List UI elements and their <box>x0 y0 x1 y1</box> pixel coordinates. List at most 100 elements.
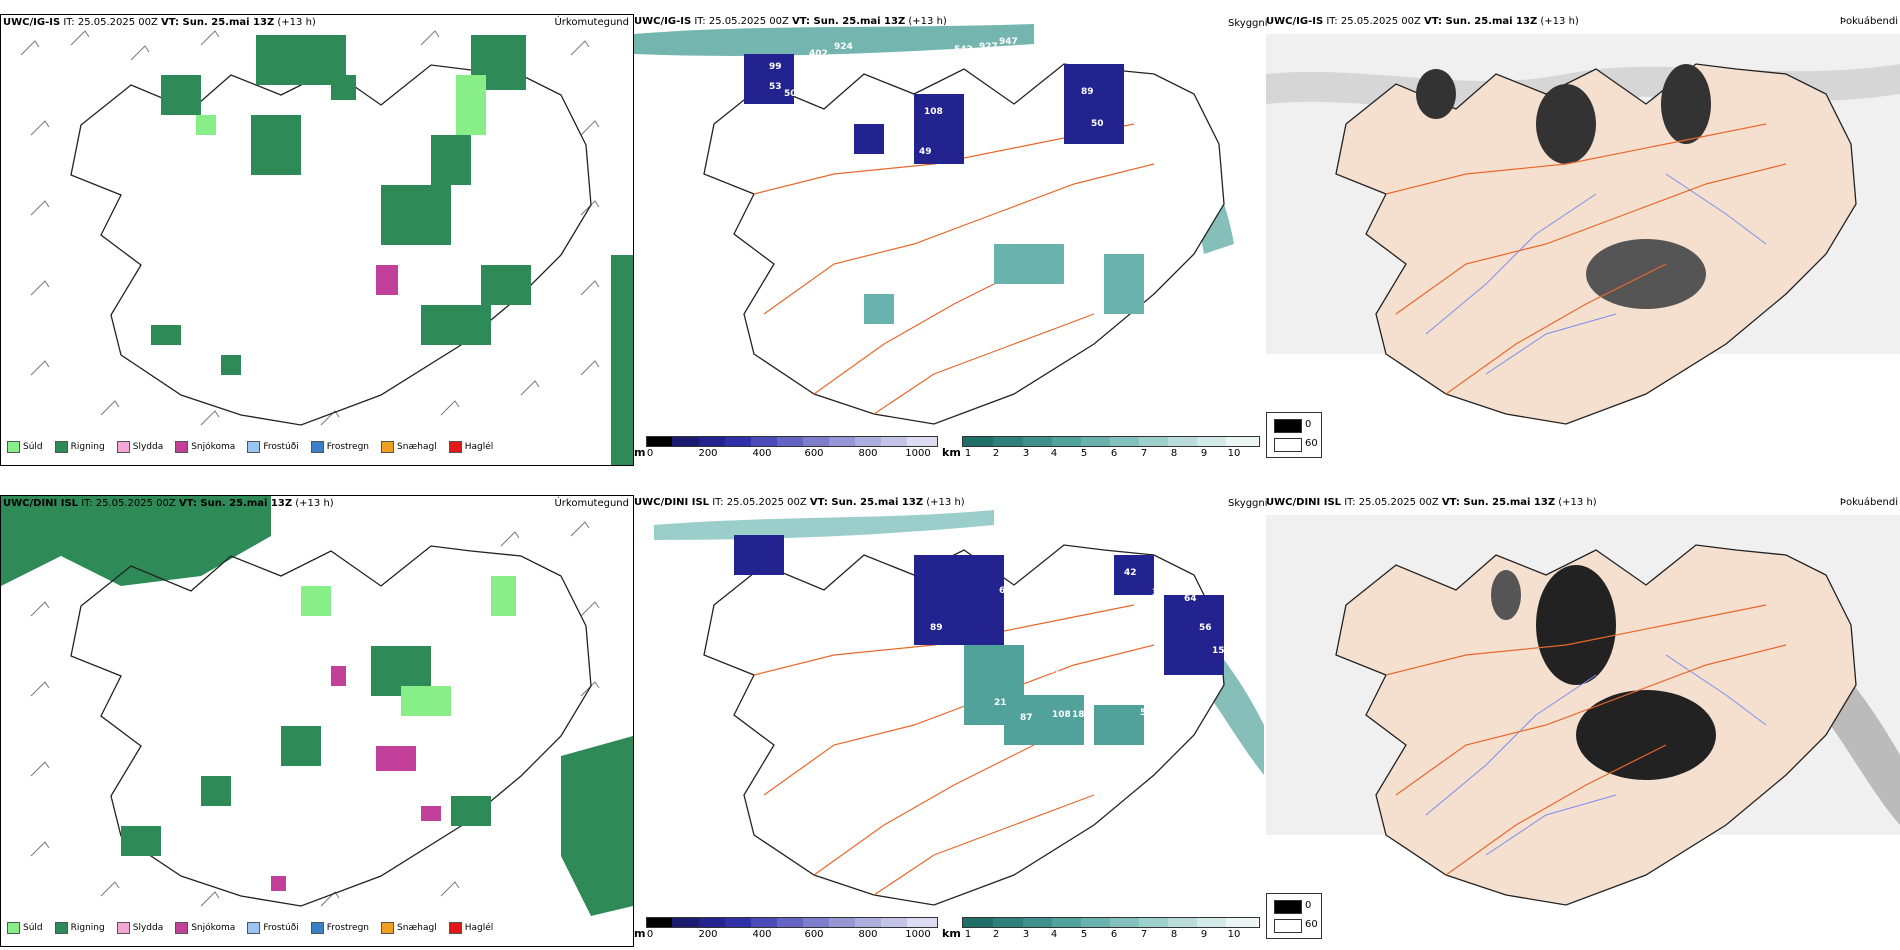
visibility-map-top: 99 53 50 402 924 542 927 947 89 50 58 10… <box>634 24 1234 425</box>
vis-label: 59 <box>1140 708 1153 718</box>
drizzle-areas <box>301 576 516 716</box>
roads <box>1385 604 1787 876</box>
drizzle-areas <box>196 75 486 135</box>
precip-legend-bottom: Súld Rigning Slydda Snjókoma Frostúði Fr… <box>7 922 499 934</box>
precip-map-bottom <box>1 496 633 916</box>
vis-label: 14 <box>1209 202 1222 212</box>
wind-barbs <box>30 521 600 907</box>
legend-swatch <box>54 922 68 934</box>
legend-item: Frostregn <box>310 922 369 934</box>
vis-label: 542 <box>954 45 973 55</box>
vis-label: 98 <box>1062 650 1075 660</box>
legend-swatch <box>175 441 189 453</box>
vis-label: 89 <box>1081 87 1094 97</box>
legend-item: Haglél <box>448 922 493 934</box>
legend-swatch <box>448 441 462 453</box>
visibility-header-bottom: UWC/DINI ISL IT: 25.05.2025 00Z VT: Sun.… <box>634 497 965 508</box>
vis-label: 10 <box>1029 232 1042 242</box>
fog-map-bottom <box>1266 515 1900 906</box>
iceland-outline <box>703 63 1225 425</box>
vis-label: 50 <box>784 89 797 99</box>
vis-label: 947 <box>999 37 1018 47</box>
fog-title-bottom: Þokuábendi <box>1839 497 1898 508</box>
snow-area <box>376 265 398 295</box>
vis-label: 50 <box>1091 119 1104 129</box>
legend-swatch <box>310 922 324 934</box>
precip-legend-top: Súld Rigning Slydda Snjókoma Frostúði Fr… <box>7 441 499 453</box>
cloud-base-scale-top: m 0 200 400 600 800 1000 <box>634 436 938 462</box>
vis-label: 924 <box>834 42 853 52</box>
precip-header-top: UWC/IG-IS IT: 25.05.2025 00Z VT: Sun. 25… <box>3 17 316 28</box>
legend-swatch <box>175 922 189 934</box>
visibility-areas <box>864 244 1144 324</box>
vis-label: 28 <box>1194 152 1207 162</box>
visibility-panel-top: 99 53 50 402 924 542 927 947 89 50 58 10… <box>634 14 1264 464</box>
legend-item: Frostúði <box>247 441 299 453</box>
vis-label: 67 <box>1048 666 1061 676</box>
iceland-outline <box>1335 63 1857 425</box>
vis-label: 157 <box>1212 646 1231 656</box>
visibility-areas <box>964 645 1144 745</box>
vis-label: 49 <box>919 147 932 157</box>
visibility-panel-bottom: 51 89 66 41 42 35 64 56 157 98 67 26 108… <box>634 495 1264 945</box>
legend-swatch <box>381 441 395 453</box>
vis-label: 62 <box>924 347 937 357</box>
legend-swatch <box>7 441 20 453</box>
fog-areas <box>1491 565 1716 780</box>
cloud-base-colorbar <box>646 436 938 447</box>
precip-map-top <box>20 30 633 465</box>
fog-panel-bottom: UWC/DINI ISL IT: 25.05.2025 00Z VT: Sun.… <box>1266 495 1900 945</box>
visibility-colorbar <box>962 436 1260 447</box>
iceland-outline <box>70 545 592 907</box>
iceland-outline <box>70 64 592 426</box>
vis-label: 56 <box>1199 623 1212 633</box>
vis-label: 16 <box>884 698 897 708</box>
roads <box>1385 123 1787 395</box>
cloud-base-colorbar <box>646 917 938 928</box>
legend-item: Rigning <box>54 922 105 934</box>
legend-item: Frostregn <box>310 441 369 453</box>
legend-item: Súld <box>7 922 43 934</box>
legend-item: Snæhagl <box>381 441 437 453</box>
wind-barbs <box>20 30 600 426</box>
rain-areas <box>121 646 491 856</box>
fog-panel-top: UWC/IG-IS IT: 25.05.2025 00Z VT: Sun. 25… <box>1266 14 1900 464</box>
vis-label: 108 <box>924 107 943 117</box>
fog-legend-top: 0 60 <box>1266 412 1322 458</box>
visibility-scale-bottom: km 1 2 3 4 5 6 7 8 9 10 <box>942 917 1264 943</box>
precip-header-bottom: UWC/DINI ISL IT: 25.05.2025 00Z VT: Sun.… <box>3 498 334 509</box>
legend-swatch <box>448 922 462 934</box>
legend-item: Haglél <box>448 441 493 453</box>
legend-swatch <box>116 441 130 453</box>
rivers <box>1425 654 1767 856</box>
vis-label: 402 <box>809 49 828 59</box>
legend-item: Snjókoma <box>175 922 235 934</box>
vis-label: 21 <box>994 698 1007 708</box>
visibility-colorbar <box>962 917 1260 928</box>
legend-swatch <box>116 922 130 934</box>
vis-label: 180 <box>1072 710 1091 720</box>
vis-label: 58 <box>889 142 902 152</box>
fog-map-top <box>1266 34 1900 425</box>
precip-panel-top: UWC/IG-IS IT: 25.05.2025 00Z VT: Sun. 25… <box>0 14 634 466</box>
visibility-header-top: UWC/IG-IS IT: 25.05.2025 00Z VT: Sun. 25… <box>634 16 947 27</box>
legend-swatch <box>310 441 324 453</box>
vis-label: 89 <box>930 623 943 633</box>
cloud-base-areas <box>734 535 1224 675</box>
vis-label: 42 <box>1124 568 1137 578</box>
vis-label: 35 <box>1152 588 1165 598</box>
vis-label: 87 <box>1020 713 1033 723</box>
precip-title-top: Úrkomutegund <box>554 17 629 28</box>
vis-label: 99 <box>769 62 782 72</box>
legend-item: Slydda <box>116 922 163 934</box>
vis-label: 57 <box>1144 77 1157 87</box>
precip-title-bottom: Úrkomutegund <box>554 498 629 509</box>
vis-label: 927 <box>979 42 998 52</box>
legend-item: Snjókoma <box>175 441 235 453</box>
legend-swatch <box>54 441 68 453</box>
vis-label: 26 <box>1026 683 1039 693</box>
cloud-title-top: Skyggni <box>1228 18 1268 29</box>
fog-header-top: UWC/IG-IS IT: 25.05.2025 00Z VT: Sun. 25… <box>1266 16 1579 27</box>
vis-label: 64 <box>1184 594 1197 604</box>
fog-header-bottom: UWC/DINI ISL IT: 25.05.2025 00Z VT: Sun.… <box>1266 497 1597 508</box>
